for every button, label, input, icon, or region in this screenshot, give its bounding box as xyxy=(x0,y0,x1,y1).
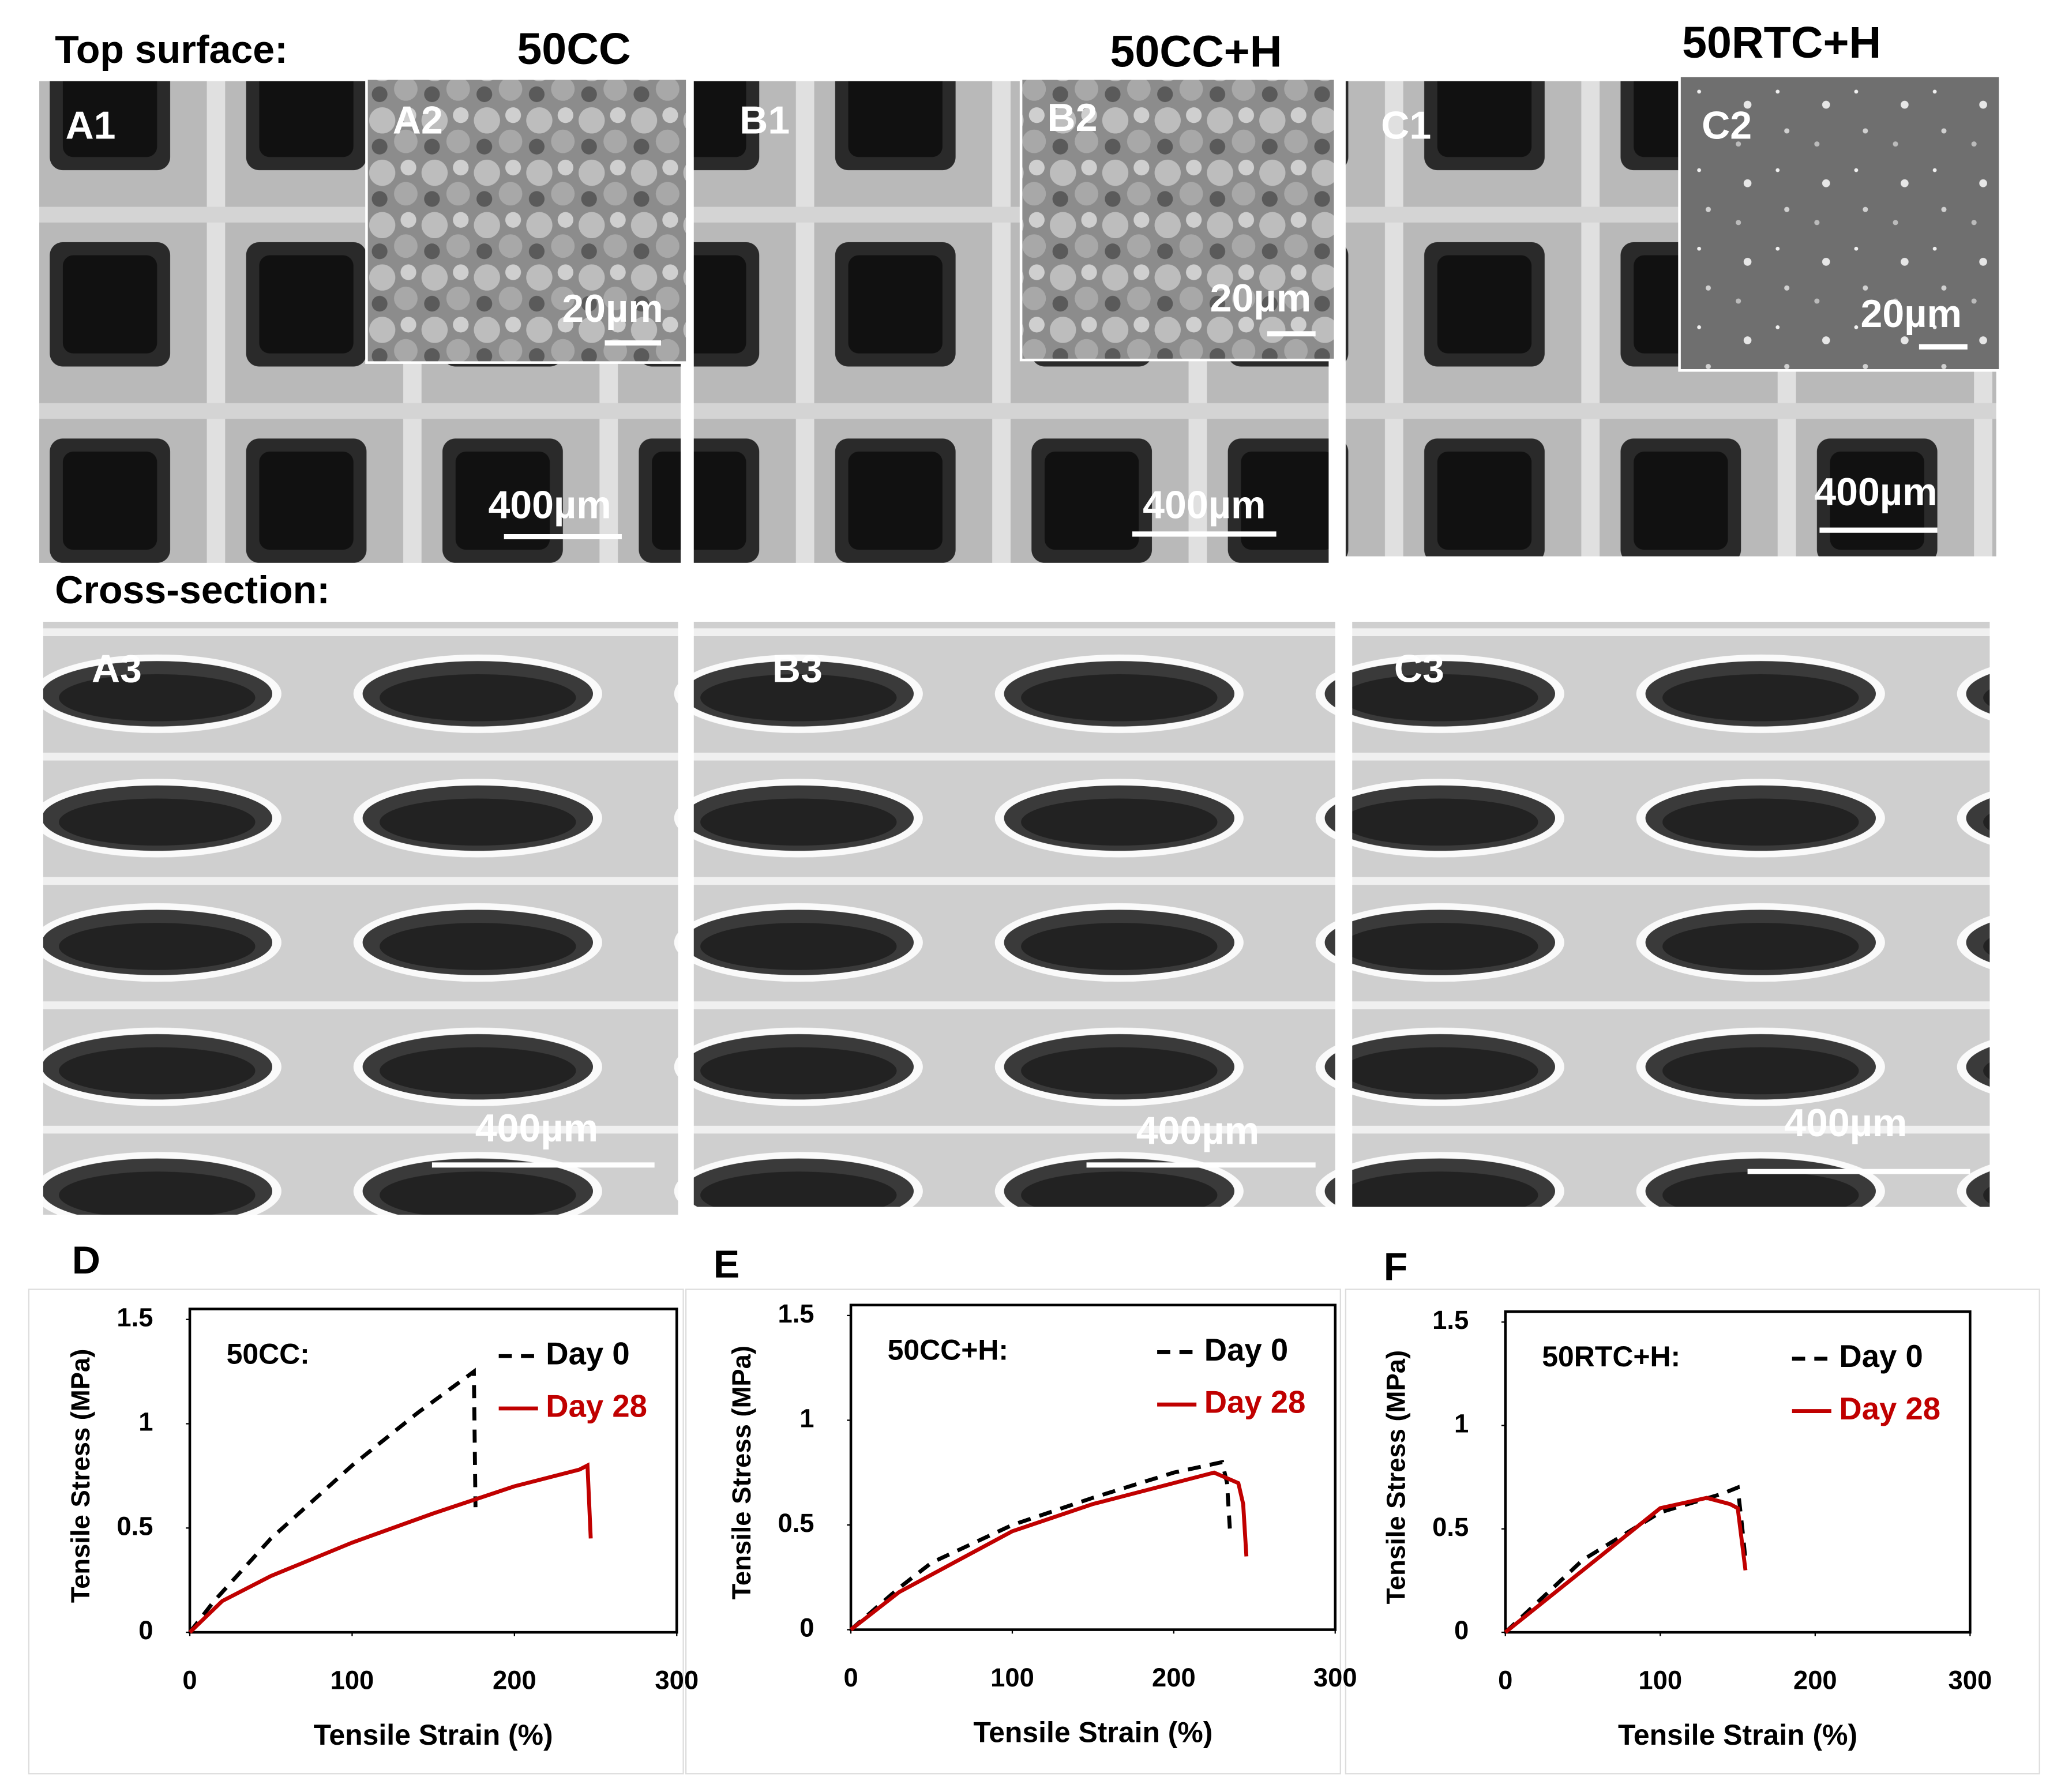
panel-label: B2 xyxy=(1047,96,1097,140)
chart-frame xyxy=(1345,1288,2040,1775)
legend-label: Day 28 xyxy=(1839,1391,1940,1426)
sem-image xyxy=(1019,77,1337,362)
scale-bar-label: 400µm xyxy=(475,1106,598,1150)
y-tick-label: 0.5 xyxy=(778,1508,814,1538)
sem-image xyxy=(1352,622,1990,1207)
x-tick-label: 0 xyxy=(182,1665,197,1695)
y-tick-label: 0.5 xyxy=(117,1511,153,1541)
legend-label: Day 0 xyxy=(1204,1332,1288,1368)
y-tick-label: 1.5 xyxy=(778,1299,814,1328)
x-axis-label: Tensile Strain (%) xyxy=(973,1716,1212,1748)
data-line xyxy=(188,1368,478,1634)
chart-title: 50RTC+H: xyxy=(1542,1340,1680,1373)
y-tick-label: 0 xyxy=(138,1616,153,1645)
panel-label: A2 xyxy=(393,98,443,142)
plot-area xyxy=(1504,1310,1972,1634)
y-axis-label: Tensile Stress (MPa) xyxy=(1381,1350,1411,1604)
y-tick-label: 1 xyxy=(799,1403,814,1433)
x-axis-label: Tensile Strain (%) xyxy=(1618,1719,1857,1751)
y-axis-label: Tensile Stress (MPa) xyxy=(66,1349,95,1603)
panel-label: C2 xyxy=(1702,103,1752,147)
sem-image xyxy=(1678,74,2002,372)
section-label: Cross-section: xyxy=(55,568,330,612)
chart-frame xyxy=(685,1288,1341,1775)
panel-label: C1 xyxy=(1381,103,1431,147)
chart-title: 50CC+H: xyxy=(888,1334,1008,1366)
x-tick-label: 200 xyxy=(1793,1665,1837,1695)
data-line xyxy=(188,1462,593,1634)
scale-bar-label: 20µm xyxy=(562,287,663,330)
data-line xyxy=(1504,1496,1748,1634)
chart-frame xyxy=(28,1288,684,1775)
scale-bar-label: 20µm xyxy=(1210,276,1311,320)
y-tick-label: 1.5 xyxy=(117,1303,153,1332)
x-tick-label: 100 xyxy=(1638,1665,1682,1695)
data-line xyxy=(849,1460,1233,1632)
y-tick-label: 0 xyxy=(1454,1616,1469,1645)
panel-label: F xyxy=(1384,1245,1408,1288)
scale-bar-label: 400µm xyxy=(1136,1109,1259,1152)
sem-image xyxy=(43,622,678,1215)
chart-title: 50CC: xyxy=(227,1338,310,1370)
x-tick-label: 100 xyxy=(990,1663,1034,1692)
group-label: 50CC+H xyxy=(1110,27,1282,77)
data-line xyxy=(849,1470,1249,1632)
group-label: 50RTC+H xyxy=(1682,18,1881,67)
x-tick-label: 100 xyxy=(331,1665,374,1695)
section-label: Top surface: xyxy=(55,28,287,72)
x-axis-label: Tensile Strain (%) xyxy=(314,1719,553,1751)
panel-label: A3 xyxy=(92,647,142,690)
legend-label: Day 28 xyxy=(1204,1385,1306,1420)
scale-bar-label: 400µm xyxy=(1814,470,1937,514)
data-line xyxy=(1504,1485,1748,1634)
panel-label: E xyxy=(714,1242,739,1286)
plot-area xyxy=(849,1303,1337,1631)
y-axis-label: Tensile Stress (MPa) xyxy=(727,1346,756,1599)
sem-image xyxy=(693,622,1335,1207)
scale-bar-label: 20µm xyxy=(1861,292,1962,336)
scale-bar-label: 400µm xyxy=(488,483,611,527)
panel-label: C3 xyxy=(1394,647,1444,690)
y-tick-label: 0.5 xyxy=(1432,1512,1469,1542)
panel-label: A1 xyxy=(65,103,115,147)
y-tick-label: 1 xyxy=(1454,1409,1469,1438)
y-tick-label: 0 xyxy=(799,1613,814,1643)
panel-label: D xyxy=(72,1238,100,1282)
legend-label: Day 0 xyxy=(1839,1339,1923,1374)
scale-bar-label: 400µm xyxy=(1143,483,1266,527)
x-tick-label: 300 xyxy=(655,1665,699,1695)
sem-image xyxy=(365,77,689,364)
group-label: 50CC xyxy=(517,24,630,74)
panel-label: B3 xyxy=(772,647,823,690)
x-tick-label: 200 xyxy=(1152,1663,1196,1692)
y-tick-label: 1.5 xyxy=(1432,1305,1469,1335)
plot-area xyxy=(188,1308,678,1634)
legend-label: Day 28 xyxy=(546,1388,647,1423)
x-tick-label: 300 xyxy=(1949,1665,1992,1695)
legend-label: Day 0 xyxy=(546,1336,629,1372)
x-tick-label: 0 xyxy=(1498,1665,1512,1695)
x-tick-label: 0 xyxy=(843,1663,858,1692)
x-tick-label: 200 xyxy=(493,1665,536,1695)
scale-bar-label: 400µm xyxy=(1784,1101,1907,1145)
panel-label: B1 xyxy=(739,98,790,142)
y-tick-label: 1 xyxy=(138,1407,153,1436)
x-tick-label: 300 xyxy=(1313,1663,1357,1692)
